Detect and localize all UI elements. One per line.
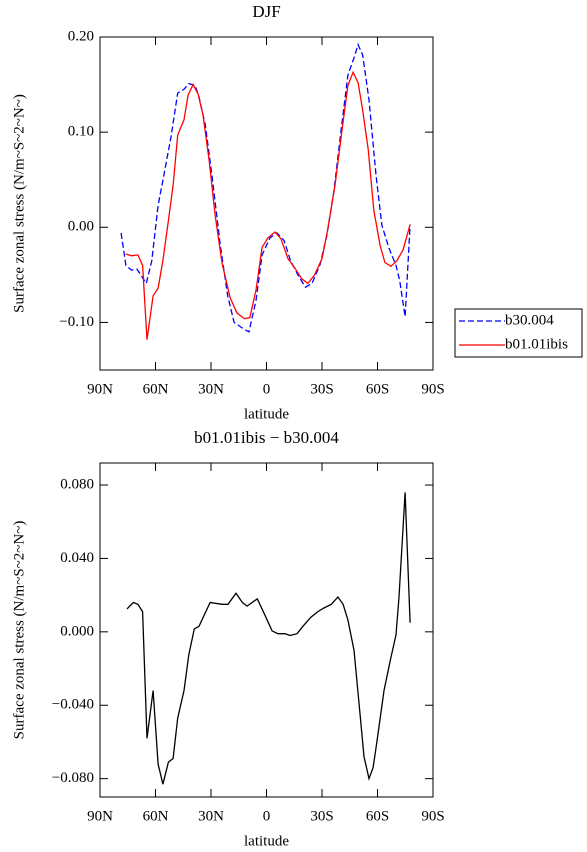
y-tick-label: −0.040: [52, 697, 94, 713]
x-tick-label: 0: [263, 381, 271, 397]
plot-frame: [99, 36, 434, 371]
y-axis-label: Surface zonal stress (N/m~S~2~N~): [11, 521, 27, 740]
y-tick-label: 0.000: [60, 623, 94, 639]
x-tick-label: 60S: [366, 808, 389, 824]
x-tick-label: 30S: [310, 381, 333, 397]
x-axis-label: latitude: [244, 406, 289, 422]
x-tick-label: 30S: [310, 808, 333, 824]
x-tick-label: 90N: [87, 808, 113, 824]
data-line: [125, 70, 411, 340]
x-tick-label: 90S: [421, 381, 444, 397]
y-tick-label: −0.10: [59, 314, 94, 330]
plot-frame: [99, 462, 434, 798]
legend-box: [454, 308, 583, 358]
x-tick-label: 0: [263, 808, 271, 824]
y-axis-label: Surface zonal stress (N/m~S~2~N~): [11, 94, 27, 313]
x-tick-label: 30N: [198, 381, 224, 397]
x-axis-label: latitude: [244, 833, 289, 849]
chart-title: b01.01ibis − b30.004: [194, 428, 339, 447]
x-tick-label: 90S: [421, 808, 444, 824]
y-tick-label: 0.00: [68, 219, 94, 235]
legend-label: b01.01ibis: [505, 336, 568, 352]
x-tick-label: 60S: [366, 381, 389, 397]
y-tick-label: 0.20: [68, 28, 94, 44]
y-tick-label: 0.080: [60, 476, 94, 492]
x-tick-label: 60N: [143, 381, 169, 397]
y-tick-label: −0.080: [52, 770, 94, 786]
data-line: [126, 492, 411, 785]
y-tick-label: 0.040: [60, 550, 94, 566]
data-line: [120, 42, 411, 333]
y-tick-label: 0.10: [68, 124, 94, 140]
x-tick-label: 60N: [143, 808, 169, 824]
x-tick-label: 90N: [87, 381, 113, 397]
chart-title: DJF: [252, 2, 280, 21]
legend-label: b30.004: [505, 312, 554, 328]
x-tick-label: 30N: [198, 808, 224, 824]
